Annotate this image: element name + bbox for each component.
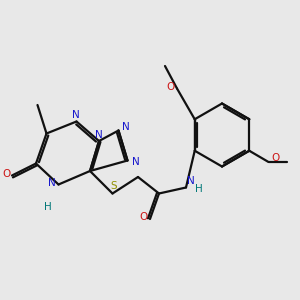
Text: H: H <box>195 184 203 194</box>
Text: N: N <box>132 157 140 167</box>
Text: O: O <box>139 212 148 223</box>
Text: N: N <box>122 122 129 132</box>
Text: N: N <box>48 178 56 188</box>
Text: S: S <box>111 181 117 191</box>
Text: O: O <box>2 169 11 179</box>
Text: N: N <box>94 130 102 140</box>
Text: N: N <box>187 176 194 187</box>
Text: N: N <box>72 110 80 121</box>
Text: H: H <box>44 202 52 212</box>
Text: O: O <box>166 82 175 92</box>
Text: O: O <box>271 153 279 164</box>
